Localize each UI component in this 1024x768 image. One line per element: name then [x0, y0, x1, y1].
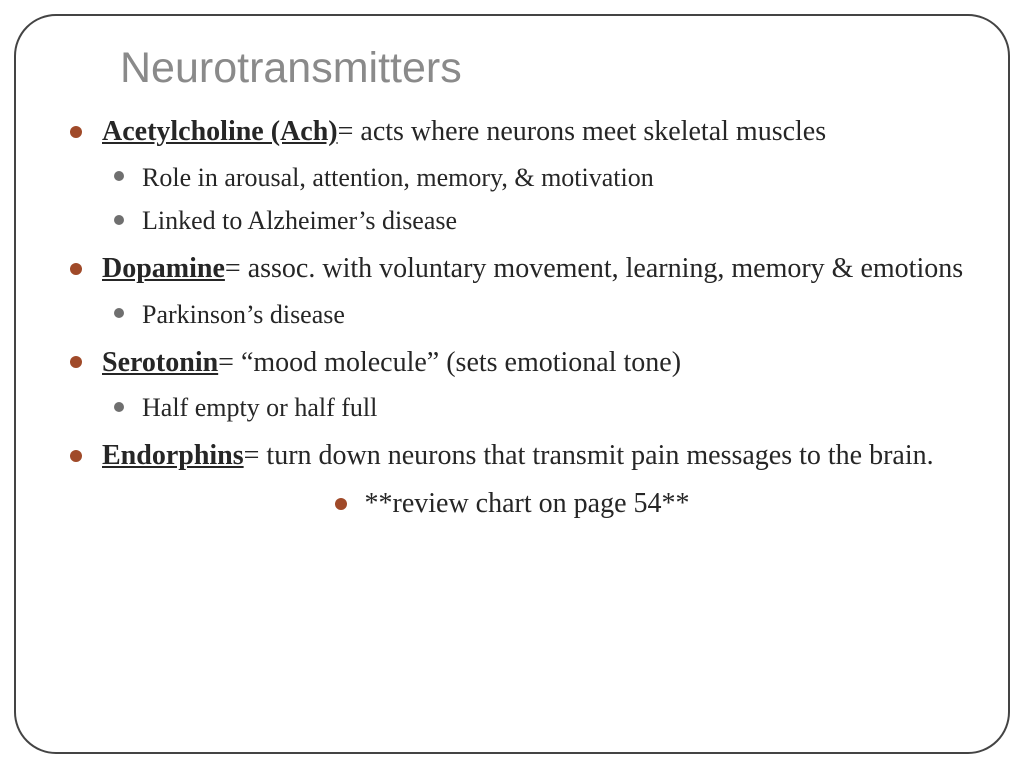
footer-note-wrap: **review chart on page 54** — [335, 485, 690, 523]
list-item: Serotonin= “mood molecule” (sets emotion… — [56, 344, 968, 427]
definition: = acts where neurons meet skeletal muscl… — [338, 116, 827, 147]
footer-note: **review chart on page 54** — [365, 488, 690, 519]
term: Serotonin — [102, 347, 218, 378]
term: Endorphins — [102, 440, 244, 471]
list-item: Endorphins= turn down neurons that trans… — [56, 437, 968, 475]
sublist-item: Linked to Alzheimer’s disease — [102, 202, 968, 240]
sublist-item: Half empty or half full — [102, 389, 968, 427]
list-item: Dopamine= assoc. with voluntary movement… — [56, 250, 968, 333]
definition: = “mood molecule” (sets emotional tone) — [218, 347, 681, 378]
slide-frame: Neurotransmitters Acetylcholine (Ach)= a… — [14, 14, 1010, 754]
sublist: Role in arousal, attention, memory, & mo… — [102, 159, 968, 240]
term: Dopamine — [102, 253, 225, 284]
sublist: Half empty or half full — [102, 389, 968, 427]
term: Acetylcholine (Ach) — [102, 116, 338, 147]
slide-title: Neurotransmitters — [120, 44, 968, 93]
sublist-item: Parkinson’s disease — [102, 296, 968, 334]
sublist: Parkinson’s disease — [102, 296, 968, 334]
definition: = turn down neurons that transmit pain m… — [244, 440, 934, 471]
definition: = assoc. with voluntary movement, learni… — [225, 253, 963, 284]
list-item-footer: **review chart on page 54** — [56, 485, 968, 523]
list-item: Acetylcholine (Ach)= acts where neurons … — [56, 113, 968, 240]
bullet-list: Acetylcholine (Ach)= acts where neurons … — [56, 113, 968, 523]
sublist-item: Role in arousal, attention, memory, & mo… — [102, 159, 968, 197]
